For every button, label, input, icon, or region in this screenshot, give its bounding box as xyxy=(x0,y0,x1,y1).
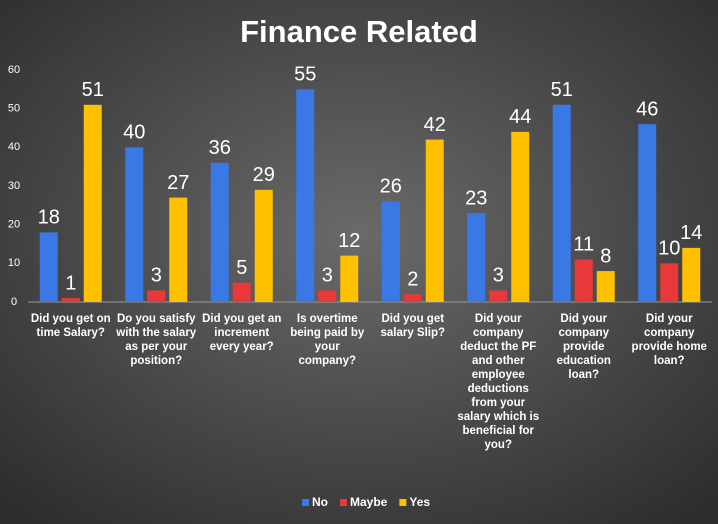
legend-swatch xyxy=(340,499,347,506)
bar xyxy=(125,147,144,302)
data-label: 51 xyxy=(82,79,104,101)
data-label: 44 xyxy=(509,106,531,128)
bar xyxy=(381,201,400,302)
bar xyxy=(682,247,701,302)
bar xyxy=(425,139,444,302)
data-label: 2 xyxy=(407,269,418,291)
bar xyxy=(574,259,593,302)
bar xyxy=(511,131,530,302)
bar xyxy=(232,282,251,302)
data-label: 14 xyxy=(680,222,702,244)
legend-label: Yes xyxy=(409,495,430,509)
bar xyxy=(638,124,657,302)
y-tick-label: 10 xyxy=(8,257,20,269)
data-label: 27 xyxy=(167,172,189,194)
data-label: 51 xyxy=(551,79,573,101)
y-tick-label: 0 xyxy=(11,296,17,308)
data-label: 3 xyxy=(493,265,504,287)
bar xyxy=(254,189,273,302)
chart-title: Finance Related xyxy=(240,14,478,49)
x-tick-label: Did you get an increment every year? xyxy=(202,313,281,353)
bar xyxy=(467,213,486,302)
x-tick-label: Did you get salary Slip? xyxy=(380,313,445,339)
y-tick-label: 20 xyxy=(8,219,20,231)
data-label: 40 xyxy=(123,122,145,144)
bar xyxy=(61,298,80,302)
legend-swatch xyxy=(399,499,407,506)
bar xyxy=(169,197,188,302)
bar xyxy=(489,290,508,302)
bar xyxy=(403,294,422,302)
bar xyxy=(83,104,102,302)
bar xyxy=(318,290,337,302)
x-tick-label: Is overtime being paid by your company? xyxy=(290,313,365,367)
y-tick-label: 30 xyxy=(8,180,20,192)
x-tick-label: Did you get on time Salary? xyxy=(31,313,111,339)
data-label: 3 xyxy=(151,265,162,287)
data-label: 26 xyxy=(380,176,402,198)
y-tick-label: 50 xyxy=(8,103,20,115)
data-label: 36 xyxy=(209,137,231,159)
data-label: 42 xyxy=(424,114,446,136)
data-label: 18 xyxy=(38,207,60,229)
legend-swatch xyxy=(302,499,309,506)
data-label: 12 xyxy=(338,230,360,252)
bar xyxy=(39,232,58,302)
data-label: 55 xyxy=(294,64,316,86)
legend-label: Maybe xyxy=(350,495,388,509)
y-tick-label: 60 xyxy=(8,64,20,76)
data-label: 3 xyxy=(322,265,333,287)
bar xyxy=(660,263,679,302)
x-tick-label: Did your company provide home loan? xyxy=(632,313,707,367)
bar xyxy=(210,162,229,302)
data-label: 29 xyxy=(253,164,275,186)
data-label: 23 xyxy=(465,187,487,209)
y-tick-label: 40 xyxy=(8,141,20,153)
bar xyxy=(296,89,315,302)
data-label: 11 xyxy=(573,234,594,256)
data-label: 8 xyxy=(600,245,611,267)
bar xyxy=(340,255,359,302)
x-tick-label: Did your company deduct the PF and other emp… xyxy=(457,313,539,451)
data-label: 46 xyxy=(636,98,658,120)
data-label: 10 xyxy=(658,238,680,260)
bar xyxy=(147,290,166,302)
data-label: 5 xyxy=(236,257,247,279)
bar xyxy=(552,104,571,302)
x-tick-label: Do you satisfy with the salary as per your… xyxy=(115,313,196,367)
legend-label: No xyxy=(312,495,328,509)
data-label: 1 xyxy=(65,272,76,294)
bar xyxy=(596,271,615,302)
x-tick-label: Did your company provide education loan? xyxy=(557,313,611,381)
